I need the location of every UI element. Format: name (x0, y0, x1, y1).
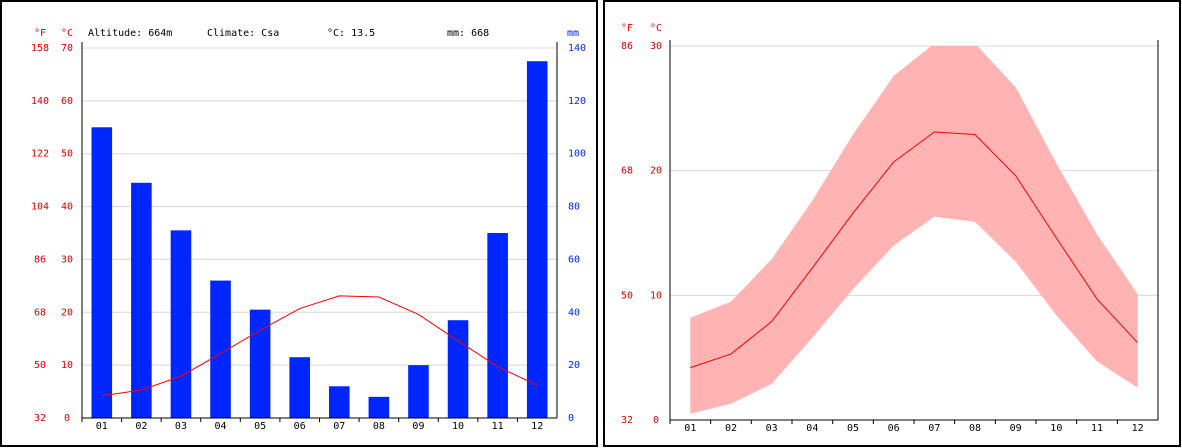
bar (131, 182, 152, 418)
bar (526, 61, 548, 418)
y-alt-tick-label: 68 (621, 166, 633, 177)
x-tick-label: 10 (1050, 423, 1062, 434)
header-text: Climate: Csa (207, 28, 279, 39)
y-alt-tick-label: 122 (31, 149, 49, 160)
x-tick-label: 11 (492, 421, 504, 432)
x-tick-label: 11 (1091, 423, 1103, 434)
x-tick-label: 12 (531, 421, 543, 432)
header-text: Altitude: 664m (88, 28, 172, 39)
x-tick-label: 08 (969, 423, 981, 434)
y-tick-label: 30 (650, 41, 662, 52)
x-tick-label: 03 (175, 421, 187, 432)
y2-tick-label: 140 (568, 43, 586, 54)
bar (210, 280, 231, 418)
y-alt-tick-label: 50 (34, 360, 46, 371)
bar (408, 365, 429, 418)
y-tick-label: 70 (61, 43, 73, 54)
y2-tick-label: 120 (568, 96, 586, 107)
y-tick-label: 60 (61, 96, 73, 107)
x-tick-label: 10 (452, 421, 464, 432)
y-tick-label: 10 (61, 360, 73, 371)
y2-tick-label: 20 (568, 360, 580, 371)
y-tick-label: 0 (64, 413, 70, 424)
x-tick-label: 02 (135, 421, 147, 432)
y-tick-label: 10 (650, 290, 662, 301)
unit-label: °F (621, 23, 633, 34)
y2-tick-label: 60 (568, 254, 580, 265)
unit-label: °F (34, 28, 46, 39)
x-tick-label: 02 (725, 423, 737, 434)
x-tick-label: 01 (684, 423, 696, 434)
bar (91, 127, 113, 419)
y2-tick-label: 80 (568, 202, 580, 213)
x-tick-label: 05 (254, 421, 266, 432)
range-band (690, 46, 1138, 414)
y-alt-tick-label: 158 (31, 43, 49, 54)
bar (289, 357, 310, 418)
x-tick-label: 03 (766, 423, 778, 434)
x-tick-label: 07 (928, 423, 940, 434)
x-tick-label: 04 (806, 423, 818, 434)
header-text: °C: 13.5 (327, 28, 375, 39)
x-tick-label: 05 (847, 423, 859, 434)
panel-border (603, 0, 1181, 447)
x-tick-label: 04 (215, 421, 227, 432)
y-tick-label: 40 (61, 202, 73, 213)
y-tick-label: 30 (61, 254, 73, 265)
bar (487, 233, 508, 418)
y2-tick-label: 100 (568, 149, 586, 160)
y-alt-tick-label: 86 (621, 41, 633, 52)
y-alt-tick-label: 86 (34, 254, 46, 265)
y2-tick-label: 0 (568, 413, 574, 424)
bar (170, 230, 192, 418)
bar (447, 320, 469, 418)
x-tick-label: 09 (1010, 423, 1022, 434)
x-tick-label: 08 (373, 421, 385, 432)
y-tick-label: 0 (653, 415, 659, 426)
y2-tick-label: 40 (568, 307, 580, 318)
y-tick-label: 20 (61, 307, 73, 318)
y-alt-tick-label: 68 (34, 307, 46, 318)
y-alt-tick-label: 32 (621, 415, 633, 426)
x-tick-label: 06 (294, 421, 306, 432)
bar (329, 386, 350, 418)
x-tick-label: 09 (412, 421, 424, 432)
y-alt-tick-label: 32 (34, 413, 46, 424)
y-tick-label: 20 (650, 166, 662, 177)
y-alt-tick-label: 104 (31, 202, 49, 213)
panel-border (0, 0, 598, 447)
unit-label: °C (650, 23, 662, 34)
bar (368, 396, 390, 418)
unit-label: °C (61, 28, 73, 39)
x-tick-label: 06 (888, 423, 900, 434)
header-text: mm: 668 (447, 28, 489, 39)
y-alt-tick-label: 50 (621, 290, 633, 301)
x-tick-label: 12 (1132, 423, 1144, 434)
y-tick-label: 50 (61, 149, 73, 160)
temperature-line (101, 295, 538, 397)
x-tick-label: 07 (333, 421, 345, 432)
temperature-line (690, 131, 1139, 369)
x-tick-label: 01 (96, 421, 108, 432)
bar (249, 309, 271, 418)
unit-label: mm (567, 28, 579, 39)
y-alt-tick-label: 140 (31, 96, 49, 107)
